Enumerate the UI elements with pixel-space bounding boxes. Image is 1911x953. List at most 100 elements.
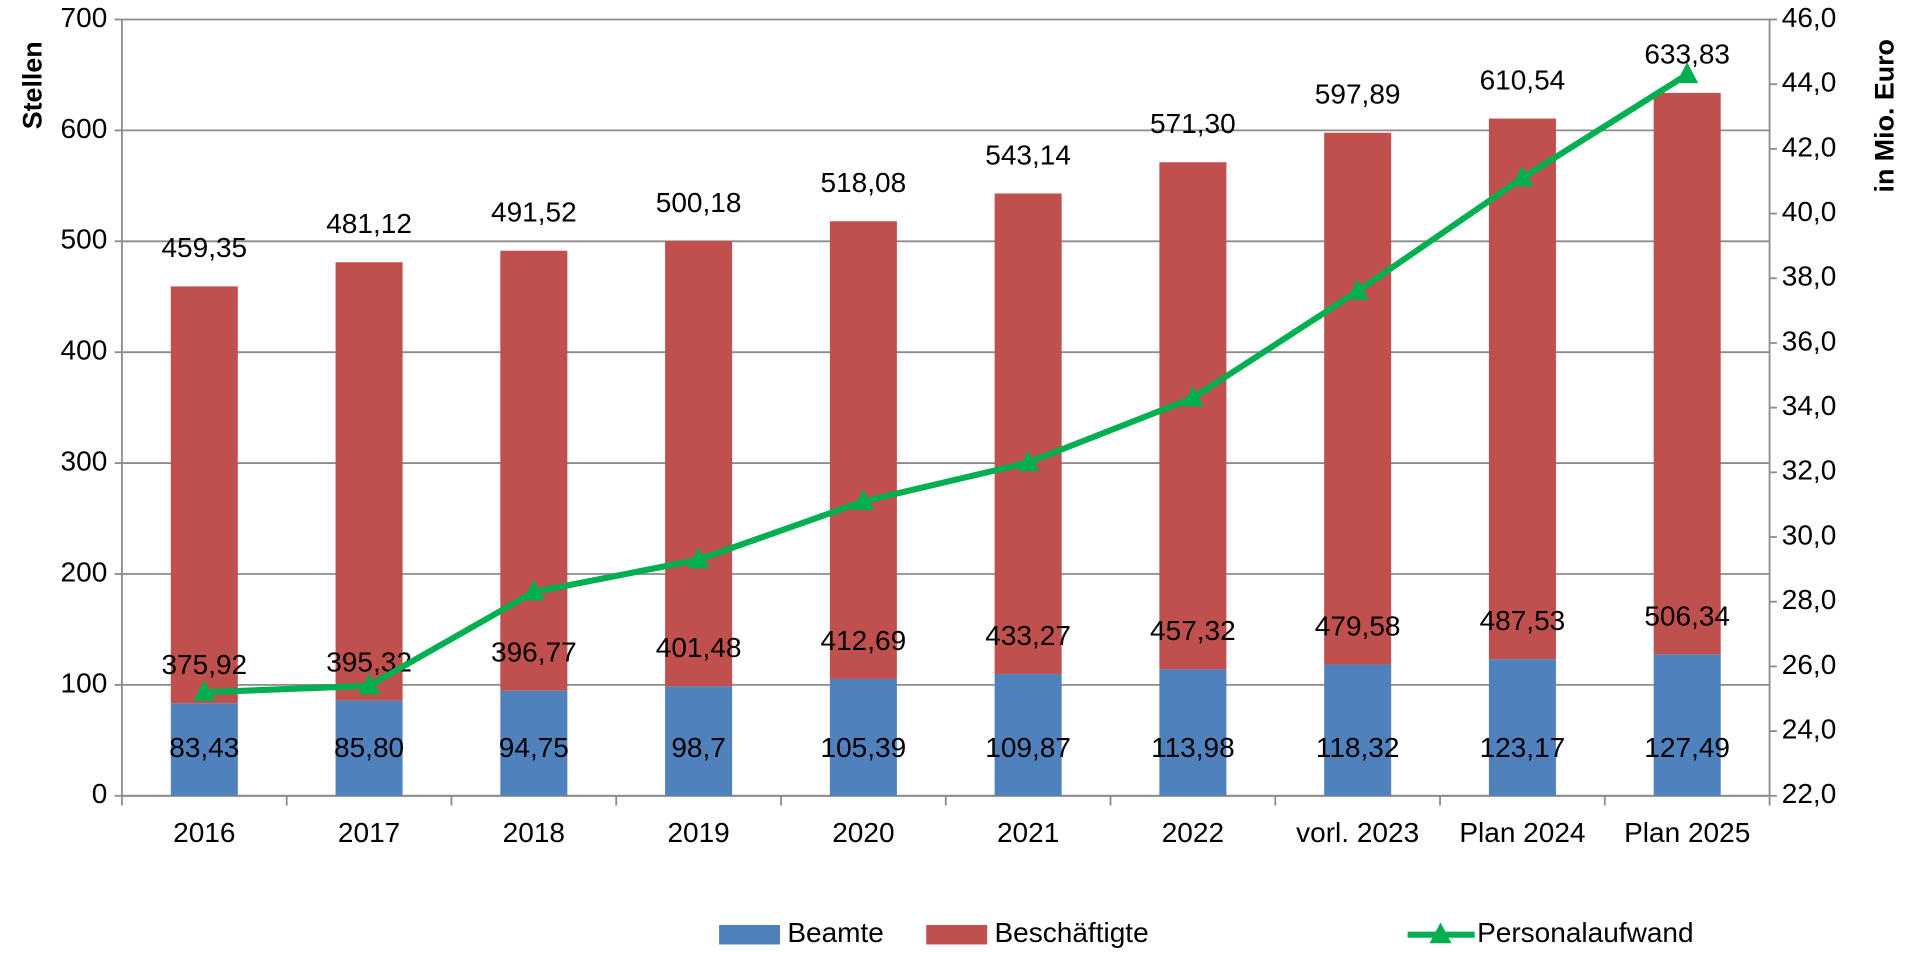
- total-label: 500,18: [656, 187, 742, 218]
- bar-segment: [170, 286, 238, 704]
- bar-segment: [1488, 659, 1556, 796]
- x-tick-label: 2019: [667, 817, 729, 848]
- legend-marker: [1429, 922, 1452, 944]
- data-label: 109,87: [985, 732, 1071, 763]
- x-tick-label: 2016: [173, 817, 235, 848]
- y-tick-label: 600: [61, 113, 108, 144]
- legend-swatch: [926, 924, 988, 945]
- legend-label: Personalaufwand: [1477, 917, 1694, 948]
- y-tick-label: 0: [92, 778, 108, 809]
- y-tick-label: 500: [61, 224, 108, 255]
- line-marker: [687, 547, 710, 569]
- data-label: 123,17: [1480, 732, 1566, 763]
- bar-segment: [335, 262, 403, 701]
- x-tick-label: 2021: [997, 817, 1059, 848]
- line: [204, 71, 1689, 696]
- y2-tick-label: 22,0: [1782, 778, 1837, 809]
- x-tick-label: 2018: [503, 817, 565, 848]
- bar-segment: [1488, 118, 1556, 660]
- bar-segment: [1324, 664, 1392, 796]
- data-label: 412,69: [821, 625, 907, 656]
- data-label: 105,39: [821, 732, 907, 763]
- y2-tick-label: 30,0: [1782, 519, 1837, 550]
- data-label: 433,27: [985, 620, 1071, 651]
- data-label: 94,75: [499, 732, 569, 763]
- total-label: 571,30: [1150, 108, 1236, 139]
- x-tick-label: 2020: [832, 817, 894, 848]
- bar-segment: [1159, 162, 1227, 670]
- line-marker: [1017, 450, 1040, 472]
- line-marker: [358, 673, 381, 695]
- data-label: 83,43: [169, 732, 239, 763]
- line-marker: [1181, 385, 1204, 407]
- data-label: 487,53: [1480, 605, 1566, 636]
- line-marker: [1511, 165, 1534, 187]
- y2-tick-label: 32,0: [1782, 455, 1837, 486]
- y2-tick-label: 42,0: [1782, 131, 1837, 162]
- y2-tick-label: 46,0: [1782, 2, 1837, 33]
- bar-segment: [335, 700, 403, 796]
- bar-segment: [994, 193, 1062, 674]
- data-label: 479,58: [1315, 610, 1401, 641]
- y-tick-label: 100: [61, 667, 108, 698]
- line-marker: [1676, 62, 1699, 84]
- data-label: 127,49: [1644, 732, 1730, 763]
- y-tick-label: 400: [61, 335, 108, 366]
- data-label: 401,48: [656, 632, 742, 663]
- total-label: 459,35: [161, 232, 247, 263]
- x-tick-label: vorl. 2023: [1296, 817, 1419, 848]
- data-label: 457,32: [1150, 615, 1236, 646]
- bar-segment: [500, 690, 568, 796]
- bar-segment: [994, 673, 1062, 796]
- x-tick-label: 2022: [1162, 817, 1224, 848]
- data-label: 396,77: [491, 637, 577, 668]
- total-label: 491,52: [491, 197, 577, 228]
- line-marker: [522, 579, 545, 601]
- bar-segment: [665, 241, 733, 687]
- data-label: 395,32: [326, 646, 412, 677]
- bar-segment: [1324, 132, 1392, 665]
- bar-segment: [1653, 654, 1721, 796]
- total-label: 543,14: [985, 139, 1071, 170]
- bar-segment: [500, 250, 568, 691]
- bar-segment: [829, 221, 897, 679]
- total-label: 481,12: [326, 208, 412, 239]
- bar-segment: [1159, 669, 1227, 796]
- total-label: 610,54: [1480, 64, 1566, 95]
- data-label: 98,7: [671, 732, 726, 763]
- y2-axis-title: in Mio. Euro: [1870, 39, 1900, 192]
- data-label: 375,92: [161, 649, 247, 680]
- bar-segment: [665, 686, 733, 796]
- data-label: 85,80: [334, 732, 404, 763]
- line-marker: [852, 489, 875, 510]
- legend-swatch: [719, 924, 781, 945]
- bar-segment: [829, 678, 897, 796]
- data-label: 113,98: [1151, 732, 1235, 763]
- total-label: 597,89: [1315, 79, 1401, 110]
- x-tick-label: Plan 2024: [1459, 817, 1585, 848]
- data-label: 506,34: [1644, 600, 1730, 631]
- total-label: 518,08: [821, 167, 907, 198]
- y2-tick-label: 26,0: [1782, 649, 1837, 680]
- bar-segment: [1653, 92, 1721, 655]
- legend-label: Beamte: [787, 917, 884, 948]
- y2-tick-label: 38,0: [1782, 261, 1837, 292]
- y2-tick-label: 44,0: [1782, 67, 1837, 98]
- y-tick-label: 700: [61, 2, 108, 33]
- y2-tick-label: 24,0: [1782, 714, 1837, 745]
- line-marker: [1346, 279, 1369, 300]
- x-tick-label: 2017: [338, 817, 400, 848]
- y-tick-label: 200: [61, 556, 108, 587]
- line-marker: [193, 680, 216, 701]
- y2-tick-label: 34,0: [1782, 390, 1837, 421]
- y2-tick-label: 36,0: [1782, 325, 1837, 356]
- y-axis-title: Stellen: [17, 41, 47, 129]
- data-label: 118,32: [1316, 732, 1400, 763]
- x-tick-label: Plan 2025: [1624, 817, 1750, 848]
- y2-tick-label: 28,0: [1782, 584, 1837, 615]
- y-tick-label: 300: [61, 446, 108, 477]
- bar-segment: [170, 703, 238, 796]
- legend-label: Beschäftigte: [994, 917, 1148, 948]
- y2-tick-label: 40,0: [1782, 196, 1837, 227]
